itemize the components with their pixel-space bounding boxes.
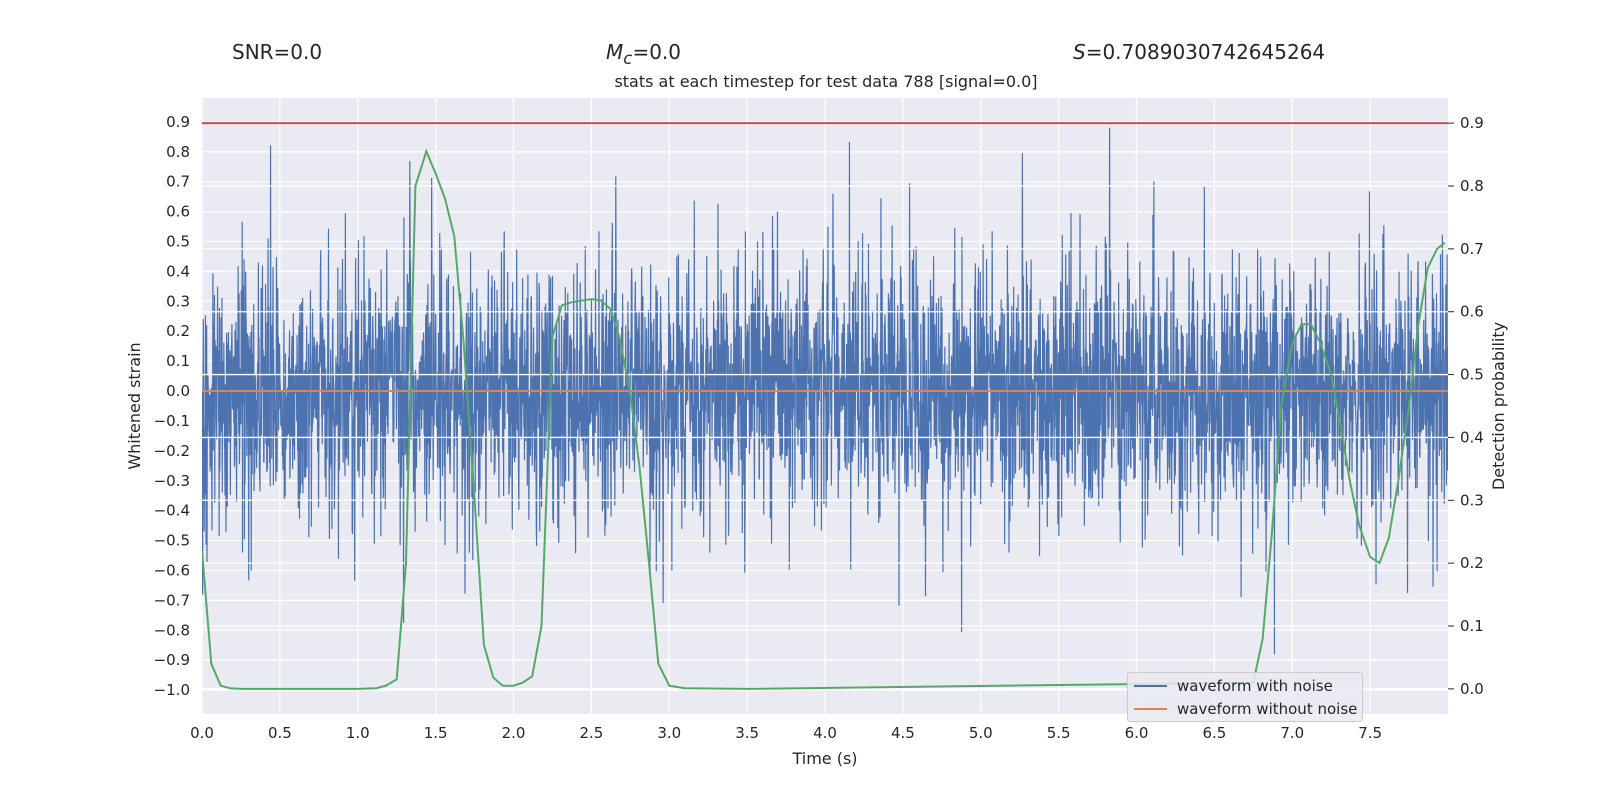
- y2-tick-label: 0.5: [1460, 366, 1484, 384]
- x-tick-label: 2.5: [579, 724, 603, 742]
- legend-swatch-noise: [1134, 685, 1167, 687]
- x-tick-label: 0.0: [190, 724, 214, 742]
- y2-tick-labels: 0.9 0.8 0.7 0.6 0.5 0.4 0.3 0.2 0.1 0.0: [1448, 114, 1484, 698]
- y2-tick-label: 0.1: [1460, 617, 1484, 635]
- mc-symbol: M: [606, 40, 624, 64]
- y-tick-label: −0.2: [154, 442, 190, 460]
- y-axis-label: Whitened strain: [125, 342, 144, 469]
- x-tick-label: 1.0: [346, 724, 370, 742]
- legend-label-clean: waveform without noise: [1177, 700, 1358, 718]
- y-tick-label: −0.1: [154, 412, 190, 430]
- y-tick-label: 0.5: [166, 233, 190, 251]
- x-tick-label: 3.0: [657, 724, 681, 742]
- mc-value: =0.0: [632, 40, 682, 64]
- y-tick-label: −0.3: [154, 472, 190, 490]
- x-axis-label: Time (s): [791, 749, 857, 768]
- x-tick-label: 7.0: [1280, 724, 1304, 742]
- y-tick-label: 0.0: [166, 382, 190, 400]
- y-tick-label: 0.6: [166, 203, 190, 221]
- x-tick-label: 2.0: [502, 724, 526, 742]
- y-tick-label: 0.1: [166, 352, 190, 370]
- x-tick-label: 3.5: [735, 724, 759, 742]
- series-waveform-with-noise: [202, 127, 1448, 655]
- x-tick-label: 4.0: [813, 724, 837, 742]
- y-tick-label: 0.2: [166, 322, 190, 340]
- series-detection-probability: [202, 148, 1446, 690]
- x-tick-label: 5.5: [1047, 724, 1071, 742]
- x-tick-label: 7.5: [1358, 724, 1382, 742]
- y-tick-label: −0.4: [154, 502, 190, 520]
- chirp-mass-label: Mc=0.0: [606, 40, 681, 68]
- y-tick-label: −0.7: [154, 591, 190, 609]
- legend-item-noise: waveform with noise: [1134, 675, 1333, 697]
- y-tick-label: −0.9: [154, 651, 190, 669]
- y2-tick-label: 0.6: [1460, 303, 1484, 321]
- s-value: =0.7089030742645264: [1085, 40, 1326, 64]
- x-tick-label: 1.5: [424, 724, 448, 742]
- y-gridlines: [202, 121, 1448, 691]
- y2-tick-label: 0.3: [1460, 491, 1484, 509]
- x-tick-label: 6.5: [1202, 724, 1226, 742]
- snr-label: SNR=0.0: [232, 40, 323, 64]
- y-tick-label: 0.3: [166, 292, 190, 310]
- legend: waveform with noise waveform without noi…: [1127, 672, 1363, 722]
- y-tick-label: 0.9: [166, 113, 190, 131]
- y-tick-label: −1.0: [154, 681, 190, 699]
- y2-tick-label: 0.2: [1460, 554, 1484, 572]
- y-tick-label: −0.8: [154, 621, 190, 639]
- y2-tick-label: 0.7: [1460, 240, 1484, 258]
- y-tick-label: 0.4: [166, 262, 190, 280]
- s-symbol: S: [1073, 40, 1086, 64]
- legend-swatch-clean: [1134, 708, 1167, 710]
- s-stat-label: S=0.7089030742645264: [1073, 40, 1325, 64]
- y-tick-label: 0.8: [166, 143, 190, 161]
- legend-label-noise: waveform with noise: [1177, 677, 1333, 695]
- x-tick-label: 4.5: [891, 724, 915, 742]
- x-tick-label: 0.5: [268, 724, 292, 742]
- y-tick-label: −0.6: [154, 561, 190, 579]
- y-tick-labels: 0.9 0.8 0.7 0.6 0.5 0.4 0.3 0.2 0.1 0.0 −0.1 −0.2 −0…: [154, 113, 190, 699]
- x-tick-label: 5.0: [969, 724, 993, 742]
- y2-tick-label: 0.9: [1460, 114, 1484, 132]
- x-tick-labels: 0.0 0.5 1.0 1.5 2.0 2.5 3.0 3.5 4.0 4.5 5.0 5.5 6.0 6…: [190, 724, 1382, 742]
- mc-subscript: c: [623, 49, 633, 68]
- chart-title: stats at each timestep for test data 788…: [614, 72, 1038, 91]
- y2-axis-label: Detection probability: [1489, 322, 1508, 490]
- y-tick-label: −0.5: [154, 532, 190, 550]
- y2-tick-label: 0.8: [1460, 177, 1484, 195]
- y2-tick-label: 0.0: [1460, 680, 1484, 698]
- legend-item-clean: waveform without noise: [1134, 698, 1357, 720]
- x-tick-label: 6.0: [1125, 724, 1149, 742]
- y2-tick-label: 0.4: [1460, 428, 1484, 446]
- y-tick-label: 0.7: [166, 173, 190, 191]
